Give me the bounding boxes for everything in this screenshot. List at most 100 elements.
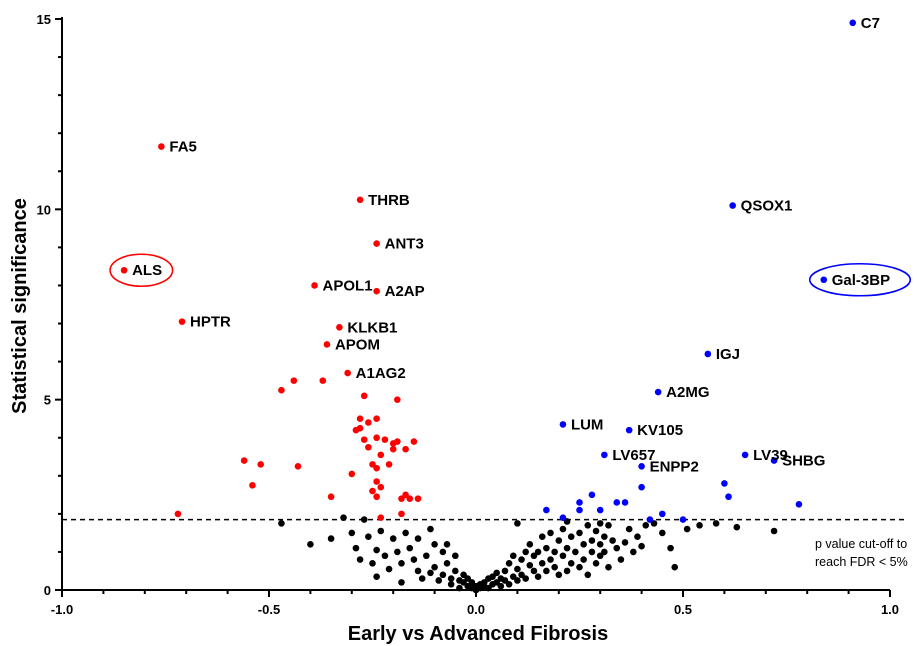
plot-area: 0 5 10 15 -1.0 -0.5 0.0 0.5 1.0: [37, 12, 905, 617]
point-not-significant: [526, 561, 534, 569]
point-early-significant: [402, 445, 409, 453]
point-not-significant: [406, 544, 414, 552]
point-not-significant: [431, 541, 438, 548]
point-not-significant: [418, 575, 426, 582]
point-early-significant: [373, 434, 380, 442]
point-not-significant: [617, 556, 625, 563]
label-ant3: ANT3: [385, 236, 424, 253]
point-not-significant: [547, 529, 554, 537]
labeled-point-a2ap: [373, 287, 380, 295]
point-early-significant: [240, 457, 248, 464]
point-early-significant: [356, 424, 364, 432]
point-not-significant: [352, 544, 360, 552]
point-early-significant: [319, 377, 327, 384]
label-fa5: FA5: [169, 139, 197, 156]
point-early-significant: [249, 482, 256, 489]
point-not-significant: [683, 525, 691, 533]
label-c7: C7: [861, 15, 880, 32]
point-not-significant: [514, 577, 521, 584]
point-not-significant: [340, 514, 347, 521]
point-early-significant: [294, 462, 302, 470]
point-not-significant: [659, 529, 666, 537]
point-not-significant: [770, 527, 778, 535]
point-not-significant: [563, 544, 571, 552]
point-not-significant: [439, 571, 447, 579]
point-not-significant: [712, 520, 720, 527]
labeled-point-apol1: [311, 282, 318, 289]
point-not-significant: [443, 541, 451, 548]
point-not-significant: [588, 537, 596, 544]
point-early-significant: [373, 493, 380, 501]
point-not-significant: [414, 567, 422, 575]
label-a2mg: A2MG: [666, 384, 709, 401]
label-shbg: SHBG: [782, 453, 825, 470]
labeled-point-apom: [323, 341, 331, 348]
labeled-point-thrb: [356, 196, 364, 204]
point-not-significant: [584, 571, 592, 579]
point-early-significant: [389, 445, 397, 453]
point-early-significant: [381, 436, 389, 443]
label-lum: LUM: [571, 416, 604, 433]
point-not-significant: [327, 535, 335, 542]
labeled-point-enpp2: [638, 462, 645, 470]
label-apol1: APOL1: [323, 277, 373, 294]
point-not-significant: [534, 548, 542, 556]
label-lv39: LV39: [753, 447, 788, 464]
point-not-significant: [348, 529, 356, 537]
point-not-significant: [365, 533, 372, 541]
point-not-significant: [456, 584, 463, 592]
y-tick-label: 15: [37, 12, 51, 27]
threshold-note-line1: p value cut-off to: [815, 537, 907, 551]
point-not-significant: [596, 520, 604, 527]
point-not-significant: [447, 575, 455, 582]
x-tick-label: 1.0: [881, 602, 899, 617]
point-early-significant: [385, 461, 393, 468]
point-not-significant: [497, 582, 505, 590]
point-early-significant: [414, 495, 422, 502]
label-thrb: THRB: [368, 192, 410, 209]
point-not-significant: [431, 563, 438, 571]
label-qsox1: QSOX1: [741, 198, 793, 215]
point-not-significant: [559, 525, 567, 533]
label-hptr: HPTR: [190, 314, 231, 331]
point-not-significant: [538, 533, 546, 541]
point-not-significant: [518, 556, 525, 563]
point-not-significant: [505, 560, 513, 567]
point-not-significant: [501, 567, 509, 575]
point-not-significant: [551, 563, 558, 571]
point-not-significant: [576, 529, 583, 537]
point-early-significant: [398, 510, 405, 518]
point-not-significant: [671, 563, 679, 571]
point-not-significant: [514, 520, 521, 527]
point-not-significant: [356, 556, 364, 563]
point-not-significant: [559, 552, 567, 560]
point-not-significant: [642, 521, 650, 529]
point-early-significant: [406, 495, 414, 502]
labeled-point-kv105: [625, 426, 633, 434]
point-advanced-significant: [613, 499, 621, 506]
point-not-significant: [580, 556, 587, 563]
point-not-significant: [576, 563, 583, 571]
point-not-significant: [410, 556, 418, 563]
highlight-ellipse-als: [109, 253, 174, 288]
point-not-significant: [526, 541, 534, 548]
label-a1ag2: A1AG2: [356, 365, 406, 382]
point-early-significant: [290, 377, 298, 384]
point-not-significant: [307, 541, 314, 548]
point-not-significant: [505, 580, 513, 588]
point-not-significant: [402, 529, 409, 537]
point-early-significant: [410, 438, 418, 445]
point-advanced-significant: [543, 506, 550, 514]
label-igj: IGJ: [716, 346, 740, 363]
point-advanced-significant: [725, 493, 732, 501]
point-not-significant: [613, 544, 621, 552]
labeled-point-lum: [559, 421, 567, 428]
point-not-significant: [452, 567, 459, 575]
point-not-significant: [551, 548, 558, 556]
point-not-significant: [609, 537, 616, 544]
point-not-significant: [360, 516, 368, 523]
labeled-point-klkb1: [336, 324, 343, 331]
point-not-significant: [398, 560, 405, 567]
labeled-point-lv657: [601, 451, 608, 459]
labeled-point-a2mg: [654, 388, 662, 396]
